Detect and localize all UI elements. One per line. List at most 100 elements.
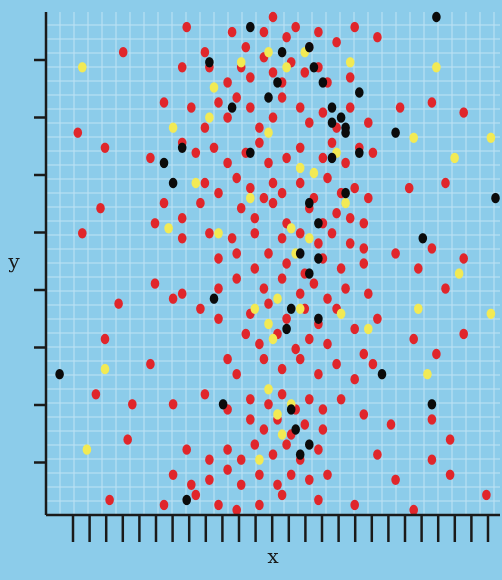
red-data-point <box>223 77 232 88</box>
black-data-point <box>341 187 350 199</box>
black-data-point <box>336 112 346 123</box>
yellow-data-point <box>286 223 296 234</box>
red-data-point <box>277 92 287 103</box>
red-data-point <box>305 474 314 485</box>
red-data-point <box>282 32 291 43</box>
red-data-point <box>214 499 223 511</box>
red-data-point <box>255 469 264 480</box>
red-data-point <box>368 147 378 158</box>
black-data-point <box>246 147 255 158</box>
red-data-point <box>273 479 282 490</box>
red-data-point <box>187 479 196 490</box>
red-data-point <box>264 399 273 410</box>
yellow-data-point <box>264 318 273 330</box>
black-data-point <box>177 142 187 153</box>
red-data-point <box>241 42 251 53</box>
black-data-point <box>295 449 305 460</box>
red-data-point <box>350 374 360 385</box>
red-data-point <box>373 449 382 460</box>
red-data-point <box>264 157 273 169</box>
red-data-point <box>282 313 291 324</box>
red-data-point <box>323 338 332 350</box>
red-data-point <box>105 494 114 506</box>
red-data-point <box>314 238 323 249</box>
red-data-point <box>409 504 419 516</box>
red-data-point <box>350 499 360 511</box>
red-data-point <box>177 288 187 299</box>
black-data-point <box>291 424 301 435</box>
red-data-point <box>350 182 360 194</box>
red-data-point <box>250 263 260 274</box>
red-data-point <box>214 313 223 324</box>
red-data-point <box>255 122 264 133</box>
red-data-point <box>150 218 160 229</box>
red-data-point <box>255 137 264 148</box>
red-data-point <box>300 419 310 430</box>
red-data-point <box>259 283 269 294</box>
black-data-point <box>355 147 364 158</box>
red-data-point <box>168 293 178 304</box>
red-data-point <box>209 142 219 153</box>
red-data-point <box>268 197 278 209</box>
red-data-point <box>323 172 332 184</box>
yellow-data-point <box>454 268 464 279</box>
red-data-point <box>282 439 291 450</box>
red-data-point <box>341 283 350 294</box>
red-data-point <box>291 21 301 33</box>
black-data-point <box>318 77 328 88</box>
red-data-point <box>409 333 419 345</box>
black-data-point <box>305 197 314 209</box>
red-data-point <box>223 353 232 365</box>
yellow-data-point <box>78 62 87 73</box>
black-data-point <box>282 323 291 335</box>
red-data-point <box>386 419 396 430</box>
red-data-point <box>277 273 287 284</box>
red-data-point <box>427 243 437 254</box>
yellow-data-point <box>450 152 459 164</box>
red-data-point <box>214 283 223 294</box>
red-data-point <box>291 343 301 355</box>
yellow-data-point <box>264 47 273 58</box>
yellow-data-point <box>432 62 441 73</box>
yellow-data-point <box>305 233 314 244</box>
red-data-point <box>282 258 291 269</box>
red-data-point <box>309 278 319 289</box>
red-data-point <box>459 328 469 340</box>
red-data-point <box>159 97 169 108</box>
red-data-point <box>277 363 287 375</box>
red-data-point <box>318 107 328 118</box>
red-data-point <box>259 192 269 204</box>
red-data-point <box>295 353 305 365</box>
red-data-point <box>168 469 178 480</box>
red-data-point <box>259 353 269 365</box>
black-data-point <box>159 157 169 169</box>
yellow-data-point <box>486 132 496 143</box>
black-data-point <box>305 268 314 279</box>
red-data-point <box>246 414 255 425</box>
red-data-point <box>205 228 214 239</box>
red-data-point <box>236 454 246 465</box>
red-data-point <box>232 273 241 284</box>
red-data-point <box>223 464 232 475</box>
red-data-point <box>78 228 87 239</box>
yellow-data-point <box>486 308 496 319</box>
red-data-point <box>246 102 255 113</box>
red-data-point <box>318 424 328 435</box>
red-data-point <box>391 474 400 485</box>
red-data-point <box>350 323 360 335</box>
red-data-point <box>246 72 255 83</box>
yellow-data-point <box>273 409 282 420</box>
black-data-point <box>305 439 314 450</box>
red-data-point <box>395 102 405 113</box>
black-data-point <box>391 127 400 138</box>
red-data-point <box>241 328 251 340</box>
black-data-point <box>286 404 296 415</box>
red-data-point <box>277 389 287 400</box>
red-data-point <box>359 258 369 269</box>
grid <box>46 12 500 515</box>
red-data-point <box>214 97 223 108</box>
red-data-point <box>187 102 196 113</box>
red-data-point <box>277 233 287 244</box>
red-data-point <box>177 233 187 244</box>
